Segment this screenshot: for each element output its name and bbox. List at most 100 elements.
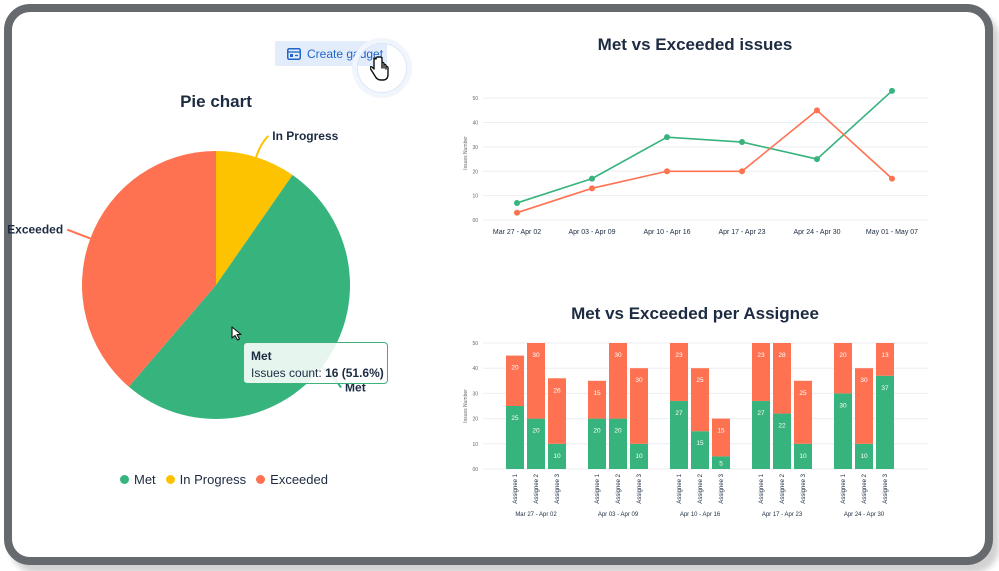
bar-met-g1-a2 [630,443,648,469]
legend-label-met: Met [134,472,156,487]
line-ylabel: Issues Number [463,136,469,170]
bar-assignee-label-g4-a1: Assignee 2 [862,473,868,503]
line-chart-title: Met vs Exceeded issues [597,35,793,54]
bar-met-label-g2-a2: 5 [719,461,723,468]
line-ytick-2: 20 [472,169,478,175]
bar-assignee-label-g0-a1: Assignee 2 [534,473,540,503]
bar-met-label-g4-a2: 37 [881,385,889,392]
bar-met-g0-a0 [506,406,524,469]
bar-exceeded-label-g0-a2: 26 [553,387,561,394]
line-xtick-0: Mar 27 - Apr 02 [493,229,541,236]
legend-dot-met [120,475,129,484]
line-ytick-4: 40 [472,121,478,127]
pie-callout-in-progress [255,135,270,158]
bar-met-label-g3-a2: 10 [799,453,807,460]
tooltip-label: Issues count: [251,366,322,380]
bar-exceeded-label-g2-a1: 25 [696,377,704,384]
bar-met-g4-a1 [855,443,873,469]
bar-exceeded-label-g3-a1: 28 [778,352,786,359]
bar-assignee-label-g1-a1: Assignee 2 [616,473,622,503]
legend-item-met[interactable]: Met [120,472,156,487]
bar-exceeded-g0-a2 [548,378,566,444]
bar-ytick-4: 40 [472,366,478,372]
bar-exceeded-g1-a1 [609,343,627,419]
bar-chart: 00 10 20 30 40 50 Issues Number 25 20 Assignee 1 2… [463,341,928,518]
line-ytick-5: 50 [472,96,478,102]
bar-met-g2-a1 [691,431,709,469]
bar-met-g1-a0 [588,418,606,469]
bar-assignee-label-g1-a0: Assignee 1 [595,473,601,503]
bar-group-label-3: Apr 17 - Apr 23 [762,512,803,518]
bar-exceeded-g3-a2 [794,380,812,444]
bar-exceeded-g0-a0 [506,355,524,406]
bar-assignee-label-g3-a1: Assignee 2 [780,473,786,503]
bar-exceeded-label-g1-a1: 30 [614,352,622,359]
line-point-met-5 [889,87,895,94]
pie-label-met: Met [345,381,366,395]
bar-met-g0-a1 [527,418,545,469]
bar-exceeded-label-g4-a2: 13 [881,352,889,359]
pie-slice-in-progress [216,151,293,285]
bar-assignee-label-g1-a2: Assignee 3 [637,473,643,503]
line-point-exceeded-2 [664,168,670,175]
bar-assignee-label-g4-a2: Assignee 3 [883,473,889,503]
bar-assignee-label-g3-a0: Assignee 1 [759,473,765,503]
bar-met-label-g4-a0: 30 [839,402,847,409]
pie-chart-title: Pie chart [180,92,252,111]
bar-exceeded-g1-a2 [630,368,648,444]
line-point-exceeded-5 [889,175,895,182]
line-point-exceeded-3 [739,168,745,175]
line-ytick-3: 30 [472,145,478,151]
bar-exceeded-g2-a0 [670,343,688,401]
bar-assignee-label-g2-a0: Assignee 1 [677,473,683,503]
bar-group-label-2: Apr 10 - Apr 16 [680,512,721,518]
line-xtick-1: Apr 03 - Apr 09 [568,229,615,236]
bar-met-label-g1-a1: 20 [614,428,622,435]
legend-item-exceeded[interactable]: Exceeded [256,472,328,487]
line-point-met-2 [664,134,670,141]
bar-met-g4-a0 [834,393,852,469]
pie-legend: Met In Progress Exceeded [120,472,328,487]
bar-ytick-3: 30 [472,391,478,397]
bar-exceeded-g0-a1 [527,343,545,419]
line-xtick-4: Apr 24 - Apr 30 [793,229,840,236]
arrow-cursor-icon [231,326,242,341]
bar-exceeded-label-g0-a1: 30 [532,352,540,359]
bar-exceeded-g2-a1 [691,368,709,432]
bar-exceeded-label-g2-a0: 23 [675,352,683,359]
bar-exceeded-label-g1-a2: 30 [635,377,643,384]
bar-met-label-g2-a1: 15 [696,440,704,447]
line-chart: 00 10 20 30 40 50 Issues Number Mar 27 - Apr 02… [463,87,928,236]
bar-chart-title: Met vs Exceeded per Assignee [571,304,819,323]
bar-exceeded-g4-a1 [855,368,873,444]
pie-tooltip: Met Issues count: 16 (51.6%) [243,342,388,384]
line-xtick-3: Apr 17 - Apr 23 [718,229,765,236]
bar-met-g0-a2 [548,443,566,469]
bar-assignee-label-g0-a2: Assignee 3 [555,473,561,503]
bar-ytick-5: 50 [472,341,478,347]
line-point-met-0 [514,199,520,206]
bar-assignee-label-g3-a2: Assignee 3 [801,473,807,503]
line-series-met [516,90,893,204]
line-series-exceeded [516,109,893,214]
bar-met-label-g2-a0: 27 [675,410,683,417]
line-ytick-0: 00 [472,218,478,224]
legend-item-in-progress[interactable]: In Progress [165,472,247,487]
pie-label-exceeded: Exceeded [7,223,63,237]
bar-exceeded-g4-a2 [876,343,894,376]
bar-assignee-label-g2-a1: Assignee 2 [698,473,704,503]
bar-group-label-1: Apr 03 - Apr 09 [598,512,639,518]
legend-dot-exceeded [256,475,266,484]
bar-exceeded-label-g0-a0: 20 [511,365,519,372]
bar-met-g2-a0 [670,400,688,469]
bar-exceeded-g3-a1 [773,343,791,414]
click-ripple [357,43,407,93]
hand-cursor-icon [370,56,389,81]
bar-exceeded-label-g3-a0: 23 [757,352,765,359]
bar-met-label-g3-a1: 22 [778,423,786,430]
pie-callout-exceeded [66,228,91,240]
bar-met-g3-a2 [794,443,812,469]
bar-met-label-g1-a2: 10 [635,453,643,460]
bar-ytick-0: 00 [472,467,478,473]
legend-label-in-progress: In Progress [179,472,247,487]
